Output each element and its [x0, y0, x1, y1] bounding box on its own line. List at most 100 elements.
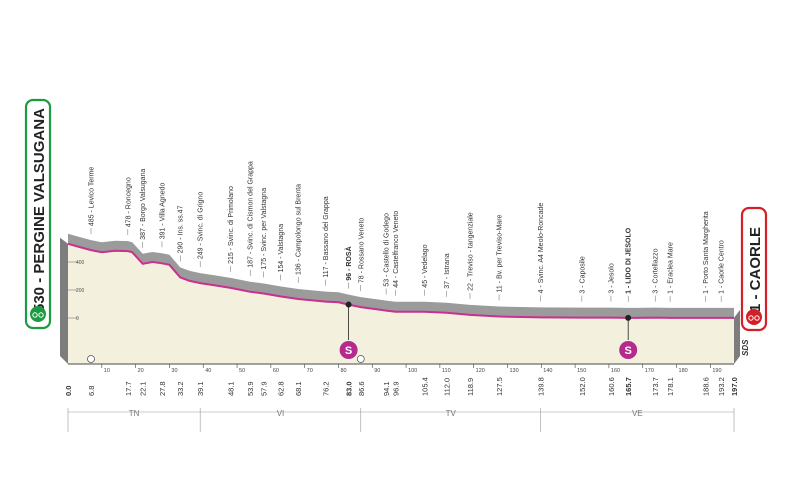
distance-tick-label: 100	[408, 368, 417, 374]
km-label: 57.9	[260, 381, 269, 396]
altitude-tick-label: 200	[76, 288, 85, 294]
start-finish-icon	[30, 306, 46, 322]
km-label: 33.2	[176, 381, 185, 396]
distance-tick-label: 70	[307, 368, 313, 374]
place-label: 136 - Campolongo sul Brenta	[296, 184, 303, 275]
place-label: 44 - Castelfranco Veneto	[393, 211, 400, 288]
place-label: 485 - Levico Terme	[89, 167, 96, 227]
km-label: 118.9	[466, 378, 475, 396]
distance-tick-label: 50	[239, 368, 245, 374]
start-finish-badges: 530 - PERGINE VALSUGANA 1 - CAORLE SDS	[24, 98, 768, 356]
km-label: 94.1	[382, 381, 391, 396]
start-bike-wheel	[32, 312, 38, 318]
feed-zone-icon	[356, 355, 365, 363]
place-label: 96 - ROSÀ	[344, 246, 353, 280]
km-label: 0.0	[64, 386, 73, 396]
brand-logo: SDS	[741, 339, 750, 356]
place-label: 1 - Porto Santa Margherita	[703, 211, 710, 294]
km-label: 165.7	[624, 377, 633, 396]
km-label: 76.2	[322, 381, 331, 396]
finish-badge-label: 1 - CAORLE	[747, 227, 764, 312]
km-label: 6.8	[87, 386, 96, 396]
place-label: 45 - Vedelago	[422, 244, 429, 287]
place-label: 215 - Svinc. di Primolano	[228, 186, 235, 264]
sprint-point	[625, 314, 632, 321]
sprint-point	[345, 301, 352, 308]
km-label: 139.8	[537, 377, 546, 396]
place-labels: 485 - Levico Terme 478 - Roncegno 387 - Bo…	[89, 161, 726, 302]
distance-tick-label: 140	[543, 368, 552, 374]
km-label: 53.9	[246, 381, 255, 396]
sprint-badge	[619, 341, 638, 359]
km-label: 112.0	[443, 378, 452, 396]
km-label: 193.2	[717, 377, 726, 396]
altitude-grid: 0 200 400	[68, 260, 85, 322]
place-label: 1 - LIDO DI JESOLO	[626, 227, 633, 294]
place-label: 117 - Bassano del Grappa	[323, 196, 330, 277]
distance-tick-label: 160	[611, 368, 620, 374]
place-label: 53 - Castello di Godego	[384, 213, 391, 287]
profile-area	[60, 233, 740, 365]
distance-tick-label: 80	[340, 368, 346, 374]
feed-zone-icon	[87, 355, 95, 363]
distance-tick-label: 190	[712, 368, 721, 374]
place-label: 391 - Villa Agnedo	[160, 182, 167, 239]
altitude-tick-label: 400	[76, 260, 85, 266]
finish-badge-frame	[740, 206, 768, 332]
finish-icon	[746, 309, 762, 325]
km-label: 39.1	[196, 381, 205, 396]
place-label: 478 - Roncegno	[125, 177, 132, 227]
km-label: 86.6	[357, 381, 366, 396]
km-label: 68.1	[294, 381, 303, 396]
sprint-badge-label: S	[625, 345, 632, 357]
distance-tick-label: 130	[509, 368, 518, 374]
region-label: TV	[446, 409, 457, 418]
km-label: 173.7	[651, 377, 660, 396]
distance-tick-label: 120	[476, 368, 485, 374]
distance-tick-label: 20	[138, 368, 144, 374]
place-label: 154 - Valstagna	[278, 224, 285, 273]
distance-tick-label: 180	[679, 368, 688, 374]
region-label: VI	[277, 409, 285, 418]
place-label: 4 - Svinc. A4 Meolo-Roncade	[538, 203, 545, 294]
km-label: 197.0	[730, 377, 739, 396]
place-label: 3 - Jesolo	[608, 263, 615, 293]
finish-bike-wheel	[754, 315, 760, 321]
place-label: 37 - Istrana	[444, 253, 451, 289]
km-label: 48.1	[227, 381, 236, 396]
place-label: 1 - Eraclea Mare	[668, 242, 675, 294]
place-label: 78 - Rossano Veneto	[358, 218, 365, 283]
start-wall	[60, 237, 68, 364]
finish-bike-wheel	[748, 315, 754, 321]
start-badge-label: 530 - PERGINE VALSUGANA	[31, 108, 48, 312]
region-label: VE	[632, 409, 643, 418]
km-label: 22.1	[139, 381, 148, 396]
km-label: 17.7	[124, 381, 133, 396]
place-label: 11 - Bv. per Treviso-Mare	[497, 214, 504, 292]
start-badge: 530 - PERGINE VALSUGANA	[24, 98, 52, 330]
km-label: 178.1	[666, 377, 675, 396]
km-label: 188.6	[702, 377, 711, 396]
km-label: 105.4	[420, 377, 429, 396]
place-label: 290 - Ins. ss.47	[178, 205, 185, 253]
distance-tick-label: 170	[645, 368, 654, 374]
place-label: 3 - Cortellazzo	[653, 248, 660, 293]
place-label: 187 - Svinc. di Cismon del Grappa	[248, 161, 255, 268]
distance-tick-label: 110	[442, 368, 451, 374]
km-label: 160.6	[607, 377, 616, 396]
distance-tick-label: 40	[205, 368, 211, 374]
place-label: 1 - Caorle Centro	[719, 240, 726, 294]
sprint-badge-label: S	[345, 345, 352, 357]
place-label: 387 - Borgo Valsugana	[140, 169, 147, 240]
km-label: 83.0	[345, 381, 354, 396]
start-bike-wheel	[38, 312, 44, 318]
start-badge-frame	[24, 98, 52, 330]
km-label: 127.5	[495, 377, 504, 396]
region-strip: TN VI TV VE	[67, 408, 735, 432]
km-label: 96.9	[392, 381, 401, 396]
distance-tick-label: 90	[374, 368, 380, 374]
finish-badge: 1 - CAORLE	[740, 206, 768, 332]
terrain-band	[68, 233, 734, 318]
km-label: 152.0	[578, 377, 587, 396]
